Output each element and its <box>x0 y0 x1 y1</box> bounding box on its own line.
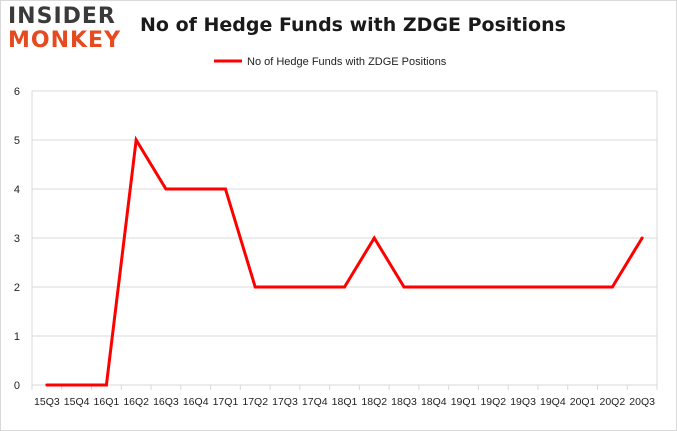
y-tick-label: 5 <box>14 135 20 147</box>
x-tick-label: 20Q2 <box>600 396 626 408</box>
data-point <box>372 236 376 240</box>
data-point <box>253 285 257 289</box>
logo-line-2: MONKEY <box>8 28 122 53</box>
data-point <box>402 285 406 289</box>
legend-label: No of Hedge Funds with ZDGE Positions <box>247 56 447 68</box>
x-tick-label: 18Q2 <box>361 396 387 408</box>
x-tick-label: 19Q1 <box>451 396 477 408</box>
x-tick-label: 15Q4 <box>64 396 90 408</box>
series-group <box>45 135 644 387</box>
x-tick-label: 16Q1 <box>94 396 120 408</box>
y-tick-label: 6 <box>14 86 20 98</box>
x-tick-label: 17Q1 <box>213 396 239 408</box>
x-axis-ticks: 15Q3 15Q4 16Q1 16Q2 16Q3 16Q4 17Q1 17Q2 17Q3 17Q4… <box>34 396 655 408</box>
legend: No of Hedge Funds with ZDGE Positions <box>214 56 447 68</box>
x-tick-label: 17Q2 <box>242 396 268 408</box>
data-point <box>134 138 138 142</box>
data-point <box>521 285 525 289</box>
x-tick-label: 16Q4 <box>183 396 209 408</box>
x-tick-label: 19Q3 <box>510 396 536 408</box>
logo-line-1: INSIDER <box>8 4 116 29</box>
data-point <box>640 236 644 240</box>
chart-title: No of Hedge Funds with ZDGE Positions <box>140 14 566 36</box>
data-point <box>313 285 317 289</box>
x-tick-label: 20Q3 <box>629 396 655 408</box>
y-tick-label: 0 <box>14 380 20 392</box>
x-tick-label: 18Q4 <box>421 396 447 408</box>
data-point <box>491 285 495 289</box>
data-point <box>104 383 108 387</box>
data-point <box>610 285 614 289</box>
y-tick-label: 4 <box>14 184 20 196</box>
x-tick-label: 16Q3 <box>153 396 179 408</box>
y-tick-label: 1 <box>14 331 20 343</box>
x-tick-label: 18Q1 <box>332 396 358 408</box>
data-point <box>581 285 585 289</box>
x-tick-label: 17Q4 <box>302 396 328 408</box>
x-tick-label: 16Q2 <box>123 396 149 408</box>
grid-lines <box>31 90 658 390</box>
y-tick-label: 2 <box>14 282 20 294</box>
data-point <box>283 285 287 289</box>
x-tick-label: 19Q4 <box>540 396 566 408</box>
x-tick-label: 20Q1 <box>570 396 596 408</box>
x-tick-label: 19Q2 <box>480 396 506 408</box>
data-point <box>551 285 555 289</box>
y-tick-label: 3 <box>14 233 20 245</box>
insider-monkey-logo: INSIDER MONKEY <box>8 6 128 54</box>
y-axis-ticks: 0 1 2 3 4 5 6 <box>14 86 20 392</box>
data-point <box>45 383 49 387</box>
x-tick-label: 17Q3 <box>272 396 298 408</box>
x-tick-label: 18Q3 <box>391 396 417 408</box>
data-point <box>432 285 436 289</box>
data-point <box>164 187 168 191</box>
series-line <box>46 135 644 387</box>
data-point <box>75 383 79 387</box>
x-tick-label: 15Q3 <box>34 396 60 408</box>
data-point <box>223 187 227 191</box>
data-point <box>194 187 198 191</box>
data-point <box>343 285 346 289</box>
data-point <box>462 285 466 289</box>
